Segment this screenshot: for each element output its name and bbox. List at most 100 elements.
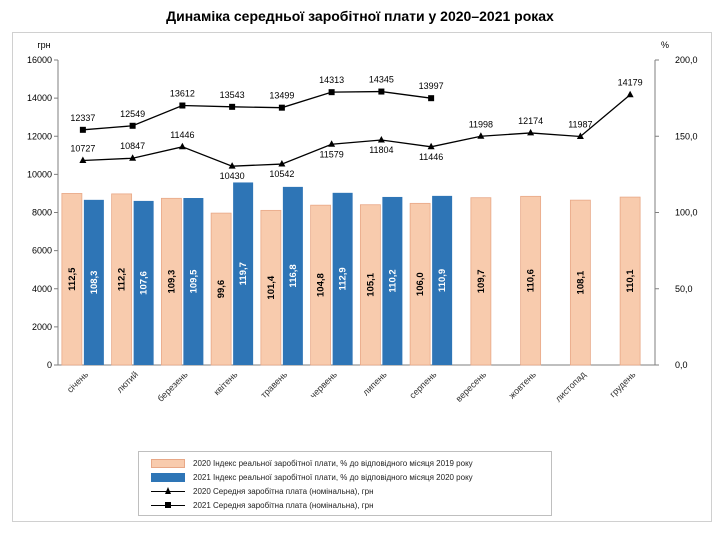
line-2021-label: 13499 xyxy=(269,91,294,101)
legend-swatch-bar2020 xyxy=(151,458,185,468)
line-2021-label: 14313 xyxy=(319,75,344,85)
chart-title: Динаміка середньої заробітної плати у 20… xyxy=(166,8,554,24)
line-2021-marker xyxy=(328,89,335,96)
legend-item-line2020: 2020 Середня заробітна плата (номінальна… xyxy=(151,484,374,498)
bar-2020-label: 108,1 xyxy=(575,270,586,294)
bar-2020 xyxy=(359,204,381,366)
line-2020-label: 10727 xyxy=(70,144,95,154)
bar-2021-label: 116,8 xyxy=(288,264,299,287)
bar-2020 xyxy=(260,209,282,366)
x-tick-label: січень xyxy=(65,369,91,395)
bar-2021-label: 108,3 xyxy=(89,271,100,295)
bar-2020 xyxy=(61,193,83,366)
line-2020-marker xyxy=(576,132,584,139)
line-2021-label: 14345 xyxy=(369,75,394,85)
line-2020-label: 11446 xyxy=(419,152,443,162)
bar-2020-label: 106,0 xyxy=(415,272,426,296)
legend-item-line2021: 2021 Середня заробітна плата (номінальна… xyxy=(151,498,374,512)
chart-legend: 2020 Індекс реальної заробітної плати, %… xyxy=(138,451,552,516)
x-tick-label: серпень xyxy=(407,369,438,400)
bar-2021 xyxy=(83,199,104,365)
bar-2020 xyxy=(569,199,591,366)
line-2021-label: 13543 xyxy=(220,90,245,100)
bar-2021-label: 109,5 xyxy=(188,269,199,293)
line-2021-marker xyxy=(428,95,435,102)
y-left-tick-label: 4000 xyxy=(32,284,52,294)
x-tick-label: жовтень xyxy=(507,369,539,401)
legend-swatch-line2021 xyxy=(151,501,185,510)
line-2021 xyxy=(82,90,432,131)
legend-swatch-line2020 xyxy=(151,486,185,496)
bar-2020 xyxy=(520,195,542,366)
legend-label-line2020: 2020 Середня заробітна плата (номінальна… xyxy=(193,486,374,496)
line-2020-marker xyxy=(79,156,87,164)
bar-2021 xyxy=(233,182,254,365)
x-tick-label: лютий xyxy=(115,369,140,394)
line-2021-marker xyxy=(229,103,236,110)
bar-2021-label: 110,2 xyxy=(387,269,398,292)
x-tick-label: листопад xyxy=(553,369,588,404)
line-2021-marker xyxy=(79,126,86,133)
line-2020-marker xyxy=(626,90,634,98)
y-left-tick-label: 12000 xyxy=(27,131,52,141)
bar-2020 xyxy=(310,204,332,366)
line-2020-label: 10430 xyxy=(220,171,245,181)
y-left-tick-label: 16000 xyxy=(27,55,52,65)
line-2021-marker xyxy=(129,122,136,129)
bar-2020-label: 112,2 xyxy=(117,268,128,291)
bar-2021 xyxy=(133,200,154,365)
bar-2020 xyxy=(160,197,182,366)
line-2020-marker xyxy=(178,142,186,150)
line-2021-label: 13997 xyxy=(419,81,444,91)
y-left-tick-label: 6000 xyxy=(32,246,52,256)
bar-2020-label: 109,7 xyxy=(476,269,487,293)
legend-label-line2021: 2021 Середня заробітна плата (номінальна… xyxy=(193,500,374,510)
line-2020-label: 10847 xyxy=(120,141,145,151)
legend-label-bar2021: 2021 Індекс реальної заробітної плати, %… xyxy=(193,472,473,482)
line-2020-label: 11579 xyxy=(319,149,343,159)
line-2021-label: 12549 xyxy=(120,109,145,119)
y-left-tick-label: 2000 xyxy=(32,322,52,332)
line-2020-marker xyxy=(278,160,286,167)
line-2021-marker xyxy=(278,104,285,111)
line-2020-label: 14179 xyxy=(618,78,643,88)
x-tick-label: травень xyxy=(259,369,290,400)
line-2020-label: 11987 xyxy=(568,119,592,129)
chart-frame xyxy=(12,32,712,522)
bar-2020 xyxy=(111,193,133,366)
y-left-tick-label: 14000 xyxy=(27,93,52,103)
legend-swatch-bar2021 xyxy=(151,472,185,482)
bar-2021 xyxy=(183,198,204,365)
bar-2020 xyxy=(210,212,232,366)
line-2020-label: 12174 xyxy=(518,116,543,126)
bar-2021-label: 119,7 xyxy=(238,262,249,285)
line-2020-marker xyxy=(477,132,485,139)
line-2020 xyxy=(82,94,631,167)
y-left-tick-label: 0 xyxy=(47,360,52,370)
bar-2021 xyxy=(382,196,403,365)
line-2020-marker xyxy=(129,154,137,161)
x-tick-label: вересень xyxy=(454,369,489,404)
line-2020-label: 11446 xyxy=(170,130,194,140)
line-2020-label: 11804 xyxy=(369,145,393,155)
line-2020-marker xyxy=(328,140,336,147)
x-tick-label: грудень xyxy=(608,369,638,399)
y-right-tick-label: 200,0 xyxy=(675,55,698,65)
legend-item-bar2021: 2021 Індекс реальної заробітної плати, %… xyxy=(151,470,473,484)
line-2021-marker xyxy=(179,102,186,109)
line-2021-label: 13612 xyxy=(170,89,195,99)
bar-2021 xyxy=(332,192,353,365)
y-left-unit-label: грн xyxy=(37,40,50,50)
bar-2020-label: 112,5 xyxy=(67,267,78,291)
x-tick-label: березень xyxy=(155,369,190,404)
bar-2020-label: 110,6 xyxy=(526,269,537,292)
y-left-tick-label: 8000 xyxy=(32,208,52,218)
y-right-tick-label: 50,0 xyxy=(675,284,693,294)
line-2020-label: 10542 xyxy=(269,169,294,179)
legend-label-bar2020: 2020 Індекс реальної заробітної плати, %… xyxy=(193,458,473,468)
bar-2020-label: 104,8 xyxy=(316,273,327,297)
line-2020-marker xyxy=(377,135,385,143)
y-right-tick-label: 100,0 xyxy=(675,208,698,218)
bar-2021-label: 112,9 xyxy=(338,267,349,290)
